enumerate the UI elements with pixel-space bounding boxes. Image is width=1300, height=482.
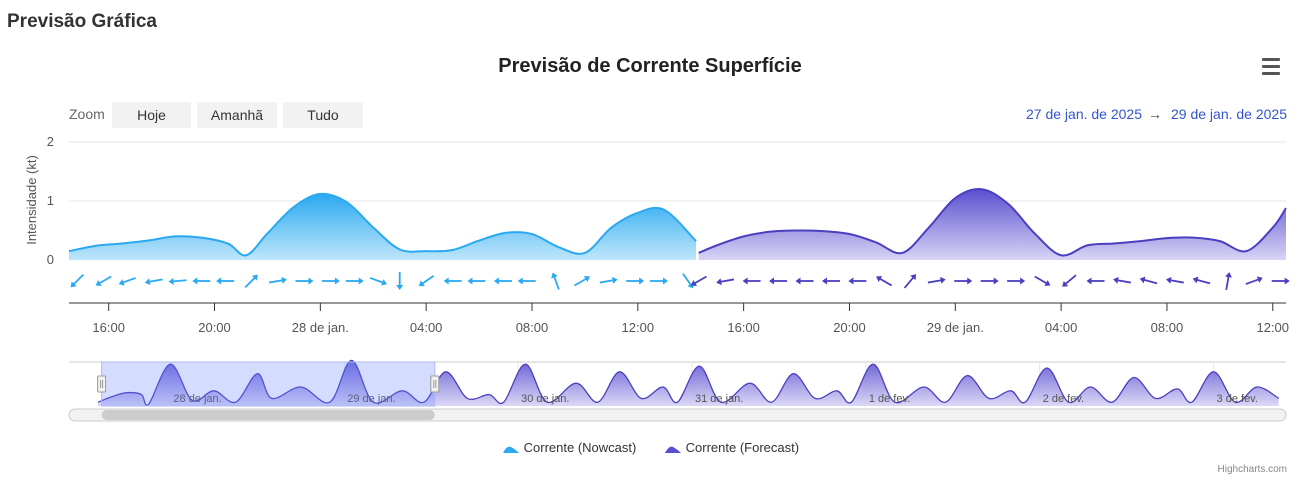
direction-arrow	[517, 277, 536, 285]
navigator-tick-label: 28 de jan.	[173, 393, 221, 405]
direction-arrow	[954, 277, 973, 285]
direction-arrow	[443, 277, 462, 285]
y-axis-label: Intensidade (kt)	[24, 155, 39, 245]
direction-arrow	[295, 277, 314, 285]
direction-arrow	[903, 274, 917, 289]
direction-arrow	[1086, 277, 1105, 285]
y-tick-label: 0	[47, 252, 54, 267]
direction-arrow	[268, 276, 287, 284]
direction-arrow	[1192, 276, 1211, 285]
range-from[interactable]: 27 de jan. de 2025	[1026, 106, 1142, 122]
navigator-tick-label: 31 de jan.	[695, 393, 743, 405]
direction-arrow	[144, 278, 163, 286]
direction-arrow	[795, 277, 814, 285]
direction-arrow	[551, 272, 560, 290]
range-arrow: →	[1148, 106, 1162, 122]
x-tick-label: 08:00	[516, 320, 549, 335]
zoom-label: Zoom	[69, 106, 105, 122]
legend-label-forecast: Corrente (Forecast)	[685, 440, 800, 455]
range-to[interactable]: 29 de jan. de 2025	[1171, 106, 1287, 122]
zoom-all-button[interactable]: Tudo	[283, 102, 363, 128]
legend-item-nowcast[interactable]: Corrente (Nowcast)	[502, 440, 636, 455]
direction-arrow	[821, 277, 840, 285]
nowcast-line	[68, 192, 697, 257]
direction-arrow	[192, 277, 211, 285]
forecast-line	[698, 188, 1287, 257]
direction-arrow	[1007, 277, 1026, 285]
direction-arrow	[980, 277, 999, 285]
direction-arrow	[70, 273, 84, 288]
x-tick-label: 20:00	[198, 320, 231, 335]
navigator-tick-label: 2 de fev.	[1043, 393, 1084, 405]
direction-arrow	[1271, 277, 1290, 285]
direction-arrow	[118, 277, 136, 286]
x-tick-label: 12:00	[622, 320, 655, 335]
direction-arrow	[1166, 276, 1184, 284]
nowcast-area	[69, 193, 697, 260]
direction-arrow	[216, 277, 235, 285]
direction-arrow	[396, 272, 404, 290]
direction-arrow	[493, 277, 512, 285]
direction-arrow	[876, 275, 893, 287]
page-title: Previsão Gráfica	[7, 11, 157, 32]
direction-arrow	[649, 277, 668, 285]
direction-arrow	[467, 277, 486, 285]
zoom-tomorrow-button[interactable]: Amanhã	[197, 102, 277, 128]
direction-arrow	[1062, 274, 1077, 287]
x-tick-label: 16:00	[92, 320, 125, 335]
navigator-right-handle[interactable]	[430, 375, 440, 393]
scrollbar-thumb[interactable]	[101, 410, 435, 420]
navigator-tick-label: 1 de fev.	[869, 393, 910, 405]
navigator-tick-label: 29 de jan.	[347, 393, 395, 405]
direction-arrow	[1113, 276, 1131, 284]
direction-arrow	[769, 277, 788, 285]
direction-arrow	[168, 277, 187, 285]
x-tick-label: 28 de jan.	[292, 320, 349, 335]
direction-arrow	[690, 275, 707, 287]
direction-arrow	[1139, 276, 1158, 285]
y-tick-label: 2	[47, 134, 54, 149]
direction-arrow	[418, 275, 435, 287]
x-tick-label: 20:00	[833, 320, 866, 335]
legend-item-forecast[interactable]: Corrente (Forecast)	[664, 440, 799, 455]
direction-arrow	[848, 277, 867, 285]
x-tick-label: 04:00	[1045, 320, 1078, 335]
direction-arrow	[574, 275, 591, 287]
navigator-selection-mask	[101, 361, 436, 407]
navigator-left-handle[interactable]	[97, 375, 107, 393]
y-tick-label: 1	[47, 193, 54, 208]
direction-arrow	[345, 277, 364, 285]
direction-arrow	[927, 276, 946, 284]
chart-title: Previsão de Corrente Superfície	[498, 55, 802, 77]
direction-arrow	[742, 277, 761, 285]
x-tick-label: 12:00	[1256, 320, 1289, 335]
navigator-tick-label: 3 de fev.	[1217, 393, 1258, 405]
legend-label-nowcast: Corrente (Nowcast)	[523, 440, 637, 455]
navigator-tick-label: 30 de jan.	[521, 393, 569, 405]
area-legend-icon	[665, 446, 681, 453]
direction-arrow	[321, 277, 340, 285]
zoom-today-button[interactable]: Hoje	[112, 102, 191, 128]
direction-arrow	[599, 276, 618, 284]
area-legend-icon	[503, 446, 519, 453]
direction-arrow	[1034, 275, 1051, 287]
credits-link[interactable]: Highcharts.com	[1217, 464, 1287, 475]
x-tick-label: 16:00	[727, 320, 760, 335]
direction-arrow	[369, 277, 387, 286]
x-tick-label: 04:00	[410, 320, 443, 335]
direction-arrow	[1245, 276, 1263, 285]
direction-arrow	[244, 274, 258, 289]
forecast-area	[698, 189, 1286, 260]
navigator-line	[97, 359, 1280, 406]
direction-arrow	[626, 277, 645, 285]
x-tick-label: 08:00	[1151, 320, 1184, 335]
hamburger-menu-icon[interactable]	[1260, 58, 1284, 78]
direction-arrow	[1225, 272, 1232, 291]
direction-arrow	[716, 278, 735, 286]
direction-arrow	[95, 275, 112, 287]
x-tick-label: 29 de jan.	[927, 320, 984, 335]
